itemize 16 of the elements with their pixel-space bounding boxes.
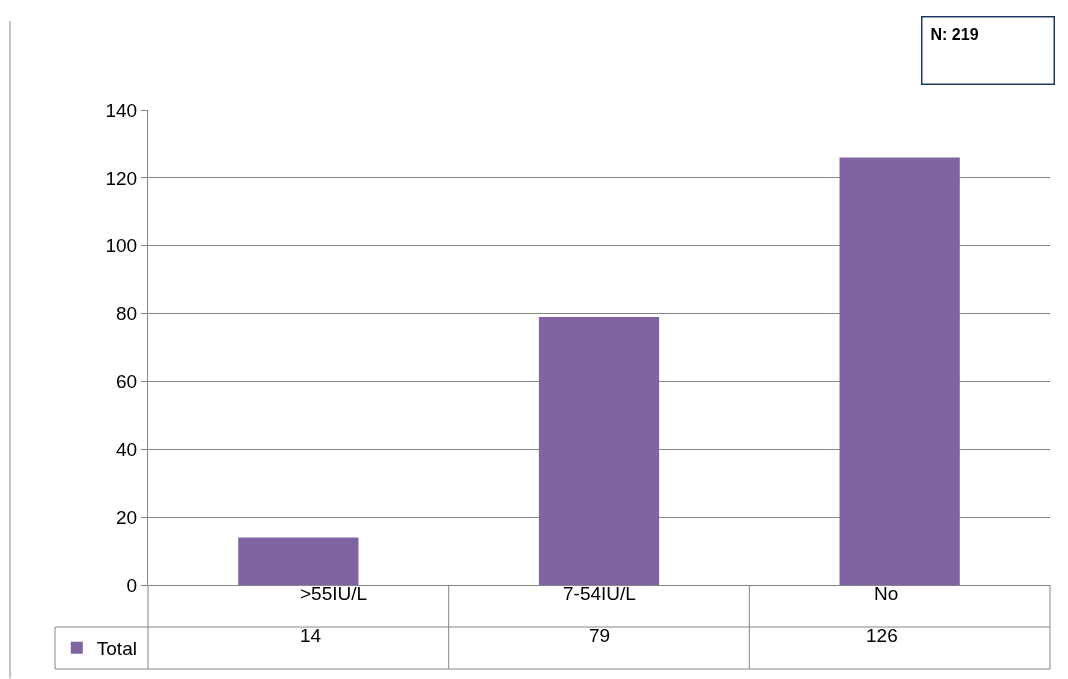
y-tick-label: 100 [105,235,138,257]
x-tick-label: >55IU/L [300,583,368,604]
x-tick-label: No [874,583,899,604]
data-label: 14 [300,625,322,646]
y-tick-label: 60 [116,371,138,393]
y-tick-label: 0 [126,574,138,596]
y-tick-label: 40 [116,438,138,460]
legend-label: Total [96,638,137,660]
y-tick-label: 80 [116,303,138,325]
data-label: 79 [589,625,611,646]
x-tick-label: 7-54IU/L [563,583,636,604]
y-tick-label: 140 [105,99,138,121]
text: N: 219 [930,25,979,43]
y-tick-label: 20 [116,506,138,528]
data-label: 126 [866,625,898,646]
y-tick-label: 120 [105,167,138,189]
